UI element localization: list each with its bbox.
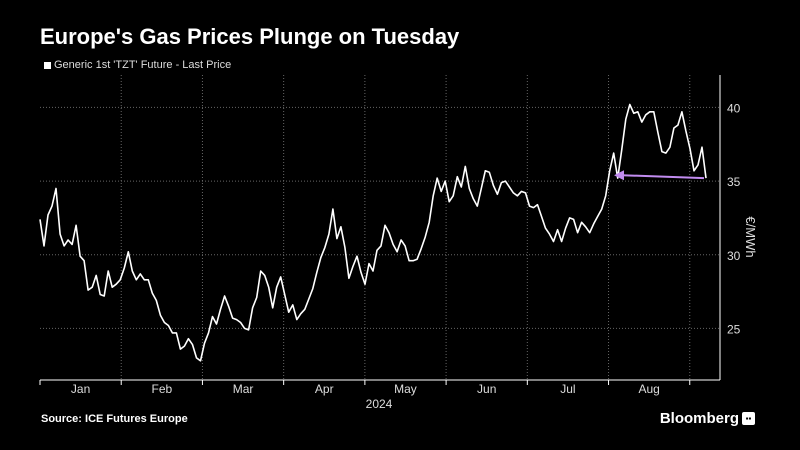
chart-title: Europe's Gas Prices Plunge on Tuesday: [40, 24, 460, 49]
y-tick-label: 25: [727, 322, 741, 336]
y-axis-label: €/MWh: [743, 216, 758, 257]
year-label: 2024: [366, 397, 393, 411]
source-note: Source: ICE Futures Europe: [41, 413, 188, 425]
legend-swatch: [44, 61, 51, 69]
axes: [40, 75, 721, 381]
x-tick-label: Jun: [477, 382, 496, 396]
x-tick-label: Jan: [71, 382, 90, 396]
x-tick-label: Jul: [560, 382, 575, 396]
legend-label: Generic 1st 'TZT' Future - Last Price: [54, 59, 232, 71]
y-tick-label: 35: [727, 175, 741, 189]
brand-name: Bloomberg: [659, 410, 739, 427]
y-tick-label: 40: [727, 101, 741, 115]
annotation-arrow-shaft: [621, 174, 705, 180]
x-axis-ticks: Jan Feb Mar Apr May Jun Jul Aug: [39, 380, 691, 396]
x-tick-label: Aug: [638, 382, 659, 396]
x-tick-label: Apr: [315, 382, 334, 396]
brand-logo: Bloomberg ▪▪: [660, 410, 755, 427]
series-group: [39, 103, 707, 362]
annotation-arrow-head: [614, 170, 624, 181]
grid-lines: [40, 75, 720, 380]
annotation-group: [614, 170, 705, 181]
bloomberg-badge-icon: ▪▪: [742, 412, 755, 425]
series-line: [39, 103, 707, 362]
y-tick-label: 30: [727, 249, 741, 263]
x-tick-label: Mar: [233, 382, 254, 396]
x-tick-label: May: [394, 382, 417, 396]
legend: Generic 1st 'TZT' Future - Last Price: [44, 59, 231, 71]
x-tick-label: Feb: [151, 382, 172, 396]
y-axis-ticks: 25 30 35 40: [727, 101, 741, 336]
